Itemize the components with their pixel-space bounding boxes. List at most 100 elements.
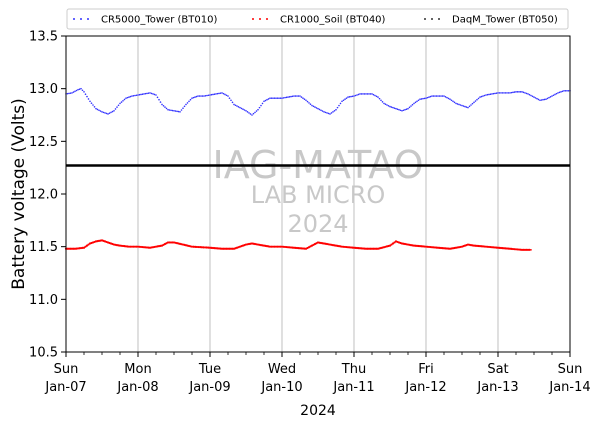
data-point — [522, 91, 525, 94]
data-point — [123, 98, 126, 101]
data-point — [81, 89, 84, 92]
data-point — [308, 102, 310, 104]
data-point — [216, 92, 219, 95]
data-point — [324, 111, 327, 114]
data-point — [497, 92, 499, 94]
data-point — [108, 112, 111, 114]
data-point — [450, 99, 453, 102]
data-point — [252, 112, 255, 115]
data-point — [542, 98, 544, 101]
data-point — [369, 93, 372, 95]
data-point — [504, 92, 507, 94]
data-point — [99, 110, 102, 112]
data-point — [537, 98, 540, 101]
data-point — [203, 246, 207, 249]
legend-marker-dot — [266, 18, 268, 20]
series — [65, 87, 571, 116]
data-point — [318, 108, 321, 111]
x-tick-label-date: Jan-09 — [188, 380, 230, 395]
data-point — [465, 106, 468, 108]
data-point — [459, 104, 462, 106]
data-point — [102, 111, 105, 114]
data-point — [492, 92, 495, 95]
data-point — [330, 112, 333, 114]
data-point — [387, 104, 390, 107]
data-point — [209, 94, 211, 96]
data-point — [215, 93, 217, 95]
data-point — [536, 97, 538, 100]
data-point — [425, 97, 427, 99]
data-point — [129, 95, 132, 98]
data-point — [254, 111, 256, 114]
data-point — [231, 101, 234, 104]
data-point — [248, 112, 250, 114]
data-point — [185, 103, 187, 106]
data-point — [399, 109, 402, 112]
data-point — [329, 113, 331, 115]
data-point — [236, 105, 238, 107]
data-point — [134, 94, 136, 97]
data-point — [539, 99, 541, 102]
data-point — [192, 96, 195, 99]
data-point — [158, 98, 160, 101]
data-point — [477, 97, 480, 100]
data-point — [101, 111, 103, 113]
data-point — [374, 94, 376, 97]
data-point — [333, 109, 336, 112]
data-point — [363, 93, 366, 95]
data-point — [83, 91, 85, 93]
data-point — [464, 105, 466, 108]
data-point — [243, 109, 246, 111]
data-point — [398, 108, 400, 111]
data-point — [270, 97, 273, 99]
data-point — [68, 92, 70, 95]
data-point — [249, 113, 252, 115]
data-point — [311, 104, 313, 107]
data-point — [93, 106, 96, 108]
data-point — [362, 93, 364, 95]
data-point — [390, 106, 393, 108]
data-point — [218, 92, 220, 95]
x-axis-title: 2024 — [300, 403, 336, 419]
data-point — [195, 95, 198, 98]
data-point — [320, 109, 322, 112]
data-point — [327, 112, 330, 115]
data-point — [183, 105, 186, 108]
data-point — [408, 106, 411, 109]
data-point — [177, 110, 180, 113]
data-point — [84, 93, 87, 95]
data-point — [378, 97, 381, 100]
data-point — [506, 92, 508, 94]
legend-marker-dot — [259, 18, 261, 20]
legend-label: CR5000_Tower (BT010) — [101, 15, 217, 26]
x-tick-label-day: Wed — [268, 362, 296, 377]
data-point — [344, 98, 346, 100]
data-point — [119, 102, 121, 105]
data-point — [558, 91, 561, 94]
data-point — [135, 94, 138, 97]
data-point — [287, 96, 289, 98]
data-point — [365, 93, 367, 95]
data-point — [212, 93, 214, 96]
data-point — [80, 87, 82, 90]
data-point — [242, 108, 244, 111]
legend-frame — [66, 8, 569, 30]
data-point — [413, 102, 415, 105]
legend-item: DaqM_Tower (BT050) — [424, 15, 558, 26]
watermark-line-2: LAB MICRO — [251, 181, 386, 209]
data-point — [423, 97, 426, 100]
data-point — [483, 94, 486, 97]
data-point — [566, 89, 568, 92]
data-point — [305, 99, 307, 102]
data-point — [561, 90, 564, 93]
data-point — [162, 104, 165, 107]
data-point — [510, 91, 513, 94]
data-point — [326, 112, 328, 114]
data-point — [233, 103, 235, 106]
data-point — [468, 105, 471, 108]
data-point — [281, 97, 283, 99]
data-point — [195, 245, 199, 249]
data-point — [278, 97, 280, 99]
data-point — [279, 97, 282, 99]
data-point — [482, 95, 484, 97]
